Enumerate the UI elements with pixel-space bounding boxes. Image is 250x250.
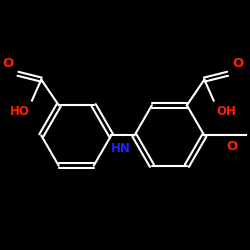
Text: O: O [232, 57, 243, 70]
Text: HO: HO [10, 105, 29, 118]
Text: HN: HN [110, 142, 130, 156]
Text: OH: OH [216, 105, 236, 118]
Text: O: O [2, 57, 13, 70]
Text: O: O [226, 140, 238, 153]
